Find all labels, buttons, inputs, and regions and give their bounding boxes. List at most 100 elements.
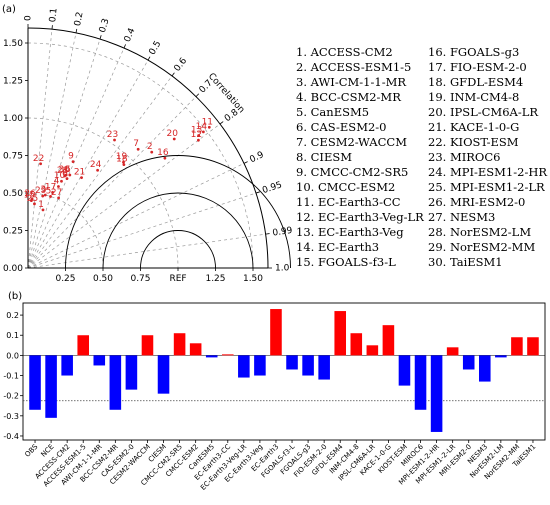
legend-entry: 12. EC-Earth3-Veg-LR: [296, 210, 424, 224]
bar: [238, 355, 250, 378]
taylor-point-marker: [57, 185, 60, 188]
rmsd-arc: [65, 155, 291, 269]
legend-entry: 15. FGOALS-f3-L: [296, 255, 396, 269]
bar: [221, 354, 234, 356]
std-y-tick-label: 1.25: [3, 77, 23, 87]
std-arc: [27, 117, 179, 269]
corr-tick: [99, 35, 102, 40]
bar: [29, 355, 41, 410]
legend-entry: 27. NESM3: [428, 210, 495, 224]
bar: [173, 333, 186, 356]
corr-tick: [195, 93, 200, 97]
bar: [511, 337, 523, 356]
taylor-point-label: 26: [24, 189, 36, 199]
legend-entry: 6. CAS-ESM2-0: [296, 120, 386, 134]
corr-tick: [255, 191, 260, 194]
taylor-point-marker: [122, 160, 125, 164]
corr-tick: [75, 28, 78, 33]
taylor-point-label: 7: [133, 139, 139, 149]
legend-entry: 16. FGOALS-g3: [428, 45, 519, 59]
corr-tick-label: 0.5: [148, 39, 164, 56]
bar: [141, 335, 154, 356]
taylor-diagram: 0 0.1 0.2 0.30.40.50.60.70.80.90.950.991.00…: [3, 8, 293, 284]
taylor-point-marker: [197, 134, 201, 137]
legend-entry: 11. EC-Earth3-CC: [296, 195, 401, 209]
taylor-point-label: 24: [90, 160, 102, 170]
std-x-tick-label: 1.25: [205, 274, 225, 284]
corr-gridline: [27, 38, 101, 269]
taylor-point-label: 13: [191, 126, 202, 136]
bar: [382, 325, 395, 356]
bar: [350, 333, 363, 356]
std-x-tick-label: 0.50: [93, 274, 113, 284]
taylor-point-marker: [122, 163, 126, 167]
std-y-tick-label: 0.50: [3, 189, 23, 199]
bar: [462, 355, 475, 370]
taylor-point-label: 14: [196, 122, 208, 132]
bar-y-tick-label: 0.1: [6, 331, 19, 340]
taylor-point-marker: [65, 177, 69, 181]
taylor-axes: [25, 24, 272, 271]
corr-gridline: [27, 59, 149, 269]
taylor-point-marker: [197, 138, 200, 142]
corr-gridline: [27, 192, 257, 269]
bar: [77, 335, 90, 356]
corr-gridline: [27, 163, 245, 269]
bar: [93, 355, 106, 366]
taylor-point-label: 4: [54, 177, 60, 187]
bar: [398, 355, 411, 386]
taylor-point-marker: [49, 195, 52, 198]
bar: [286, 355, 298, 370]
taylor-point-label: 2: [147, 142, 153, 152]
legend-entry: 4. BCC-CSM2-MR: [296, 90, 401, 104]
taylor-point-label: 19: [116, 152, 128, 162]
taylor-point-marker: [201, 130, 205, 134]
bar: [430, 355, 443, 432]
taylor-point-label: 3: [40, 185, 46, 195]
taylor-point-label: 30: [58, 165, 70, 175]
std-x-tick-label: 0.25: [55, 274, 75, 284]
taylor-point-label: 9: [68, 152, 74, 162]
legend-entry: 19. INM-CM4-8: [428, 90, 519, 104]
corr-tick: [123, 44, 126, 49]
legend-entry: 5. CanESM5: [296, 105, 369, 119]
corr-tick: [171, 72, 175, 77]
corr-tick-label: 0.1: [48, 8, 59, 23]
corr-gridline: [27, 75, 173, 269]
bar: [270, 309, 282, 356]
taylor-point-marker: [64, 173, 68, 177]
bar: [366, 345, 379, 356]
corr-tick-label: 0.6: [173, 56, 190, 74]
taylor-point-label: 21: [74, 168, 85, 178]
corr-tick-label: 0: [24, 15, 34, 21]
taylor-point-label: 20: [167, 129, 179, 139]
std-x-tick-label: 1.50: [243, 274, 263, 284]
corr-gridline: [27, 29, 53, 269]
bar: [446, 347, 459, 356]
corr-gridline: [27, 123, 221, 269]
taylor-point-label: 5: [46, 186, 52, 196]
corr-tick: [265, 233, 270, 235]
taylor-point-label: 27: [51, 188, 62, 198]
legend-entry: 26. MRI-ESM2-0: [428, 195, 525, 209]
legend-entry: 14. EC-Earth3: [296, 240, 379, 254]
taylor-points: 1234567891011121314151617181920212223242…: [24, 117, 213, 212]
ref-label: REF: [169, 274, 186, 284]
bar-marks: [29, 309, 539, 432]
corr-tick-label: 0.4: [123, 26, 138, 43]
bar: [157, 355, 170, 394]
legend-entry: 3. AWI-CM-1-1-MR: [296, 75, 406, 89]
legend-entry: 20. IPSL-CM6A-LR: [428, 105, 538, 119]
taylor-point-marker: [41, 194, 45, 198]
taylor-point-marker: [163, 156, 167, 160]
bar-axes: [20, 302, 546, 443]
corr-gridline: [27, 32, 77, 269]
corr-tick-label: 0.3: [98, 17, 112, 34]
taylor-point-marker: [39, 162, 42, 166]
bar: [189, 343, 202, 356]
taylor-point-label: 12: [191, 130, 202, 140]
std-y-tick-label: 0.75: [3, 152, 23, 162]
std-arc: [27, 42, 254, 269]
taylor-point-label: 23: [107, 130, 118, 140]
